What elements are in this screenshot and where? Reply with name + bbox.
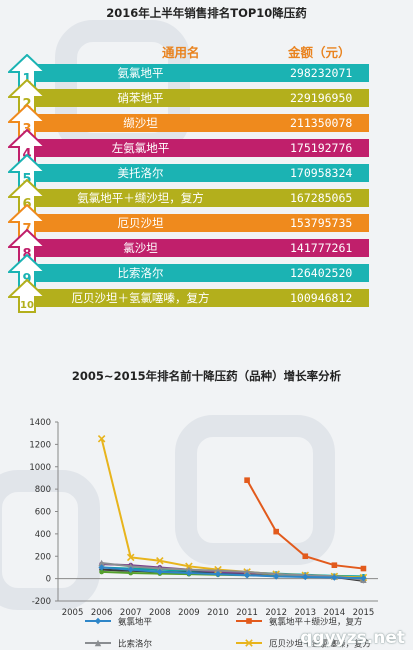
data-point: [98, 559, 105, 567]
y-tick-label: 600: [35, 508, 51, 518]
rank-row: 7厄贝沙坦153795735: [8, 204, 369, 238]
rank-number: 10: [20, 300, 34, 311]
legend-label: 比索洛尔: [118, 639, 153, 650]
data-point: [243, 568, 251, 576]
drug-name: 比索洛尔: [117, 266, 164, 280]
growth-line-chart: -200 0 200 400 600 800 1000 1200 1400 2005 2006 200…: [29, 418, 378, 650]
sales-amount: 211350078: [290, 116, 353, 130]
legend-label: 氨氯地平: [118, 617, 153, 628]
y-tick-label: 400: [35, 530, 51, 540]
data-point: [360, 565, 367, 572]
y-tick-label: 1000: [29, 463, 51, 473]
legend-label: 厄贝沙坦＋氢氯噻嗪，复方: [269, 639, 371, 650]
y-tick-label: 800: [35, 485, 51, 495]
rank-row: 3缬沙坦211350078: [8, 104, 369, 138]
rank-row: 5美托洛尔170958324: [8, 154, 369, 188]
x-tick-label: 2014: [324, 608, 346, 618]
x-tick-label: 2006: [91, 608, 113, 618]
sales-amount: 298232071: [290, 66, 353, 80]
series-line: [101, 566, 364, 580]
data-point: [98, 564, 105, 571]
x-tick-label: 2008: [149, 608, 171, 618]
data-point: [185, 562, 193, 571]
x-tick-label: 2007: [120, 608, 142, 618]
x-tick-label: 2005: [62, 608, 84, 618]
data-point: [156, 565, 164, 572]
drug-name: 氨氯地平＋缬沙坦，复方: [77, 191, 204, 205]
data-point: [94, 639, 102, 647]
data-point: [331, 562, 338, 568]
sales-amount: 167285065: [290, 191, 353, 205]
rank-row: 4左氨氯地平175192776: [8, 129, 369, 163]
data-point: [127, 563, 134, 570]
drug-name: 美托洛尔: [117, 166, 164, 180]
drug-name: 厄贝沙坦＋氢氯噻嗪，复方: [71, 291, 210, 305]
drug-name: 氯沙坦: [123, 241, 158, 255]
data-point: [126, 553, 135, 562]
rank-row: 1氨氯地平298232071: [8, 54, 369, 88]
rank-row: 10 厄贝沙坦＋氢氯噻嗪，复方 100946812: [8, 279, 369, 313]
y-tick-label: 0: [46, 575, 51, 585]
x-tick-label: 2012: [265, 608, 287, 618]
rank-row: 2硝苯地平229196950: [8, 79, 369, 113]
ranking-list: 1氨氯地平2982320712硝苯地平2291969503缬沙坦21135007…: [8, 54, 369, 314]
x-tick-label: 2010: [207, 608, 229, 618]
data-point: [94, 617, 102, 625]
y-tick-label: 200: [35, 552, 51, 562]
sales-amount: 175192776: [290, 141, 353, 155]
legend-label: 氨氯地平＋缬沙坦，复方: [269, 617, 363, 628]
name-header: 通用名: [162, 45, 200, 60]
y-tick-label: 1200: [29, 440, 51, 450]
rank-row: 8氯沙坦141777261: [8, 229, 369, 263]
y-tick-label: 1400: [29, 418, 51, 428]
drug-name: 缬沙坦: [123, 116, 158, 130]
data-point: [156, 556, 164, 565]
data-point: [185, 569, 193, 577]
drug-name: 硝苯地平: [117, 91, 164, 105]
data-point: [128, 570, 134, 576]
series-line: [100, 438, 364, 579]
sales-amount: 141777261: [290, 241, 353, 255]
sales-amount: 229196950: [290, 91, 353, 105]
drug-name: 氨氯地平: [117, 66, 164, 80]
data-point: [244, 477, 250, 483]
series-line: [101, 561, 364, 581]
x-tick-label: 2015: [353, 608, 375, 618]
x-tick-label: 2009: [178, 608, 200, 618]
data-point: [185, 566, 193, 573]
drug-name: 厄贝沙坦: [117, 216, 164, 230]
data-point: [99, 569, 105, 575]
sales-amount: 126402520: [290, 266, 353, 280]
watermark-text: qgyyzs.net: [300, 628, 405, 648]
rank-row: 9比索洛尔126402520: [8, 254, 369, 288]
sales-amount: 170958324: [290, 166, 353, 180]
amount-header: 金额（元）: [288, 45, 351, 60]
data-point: [246, 618, 252, 624]
sales-amount: 153795735: [290, 216, 353, 230]
data-point: [302, 553, 309, 560]
rank-arrow-icon: 10: [8, 279, 46, 313]
x-tick-label: 2011: [236, 608, 258, 618]
sales-amount: 100946812: [290, 291, 353, 305]
chart-title: 2005~2015年排名前十降压药（品种）增长率分析: [71, 369, 342, 383]
x-tick-label: 2013: [294, 608, 316, 618]
top-title: 2016年上半年销售排名TOP10降压药: [106, 6, 307, 20]
data-point: [97, 435, 106, 443]
data-point: [273, 528, 279, 535]
data-point: [214, 567, 222, 574]
drug-name: 左氨氯地平: [111, 141, 170, 155]
y-tick-label: -200: [32, 597, 51, 607]
data-point: [245, 639, 253, 647]
